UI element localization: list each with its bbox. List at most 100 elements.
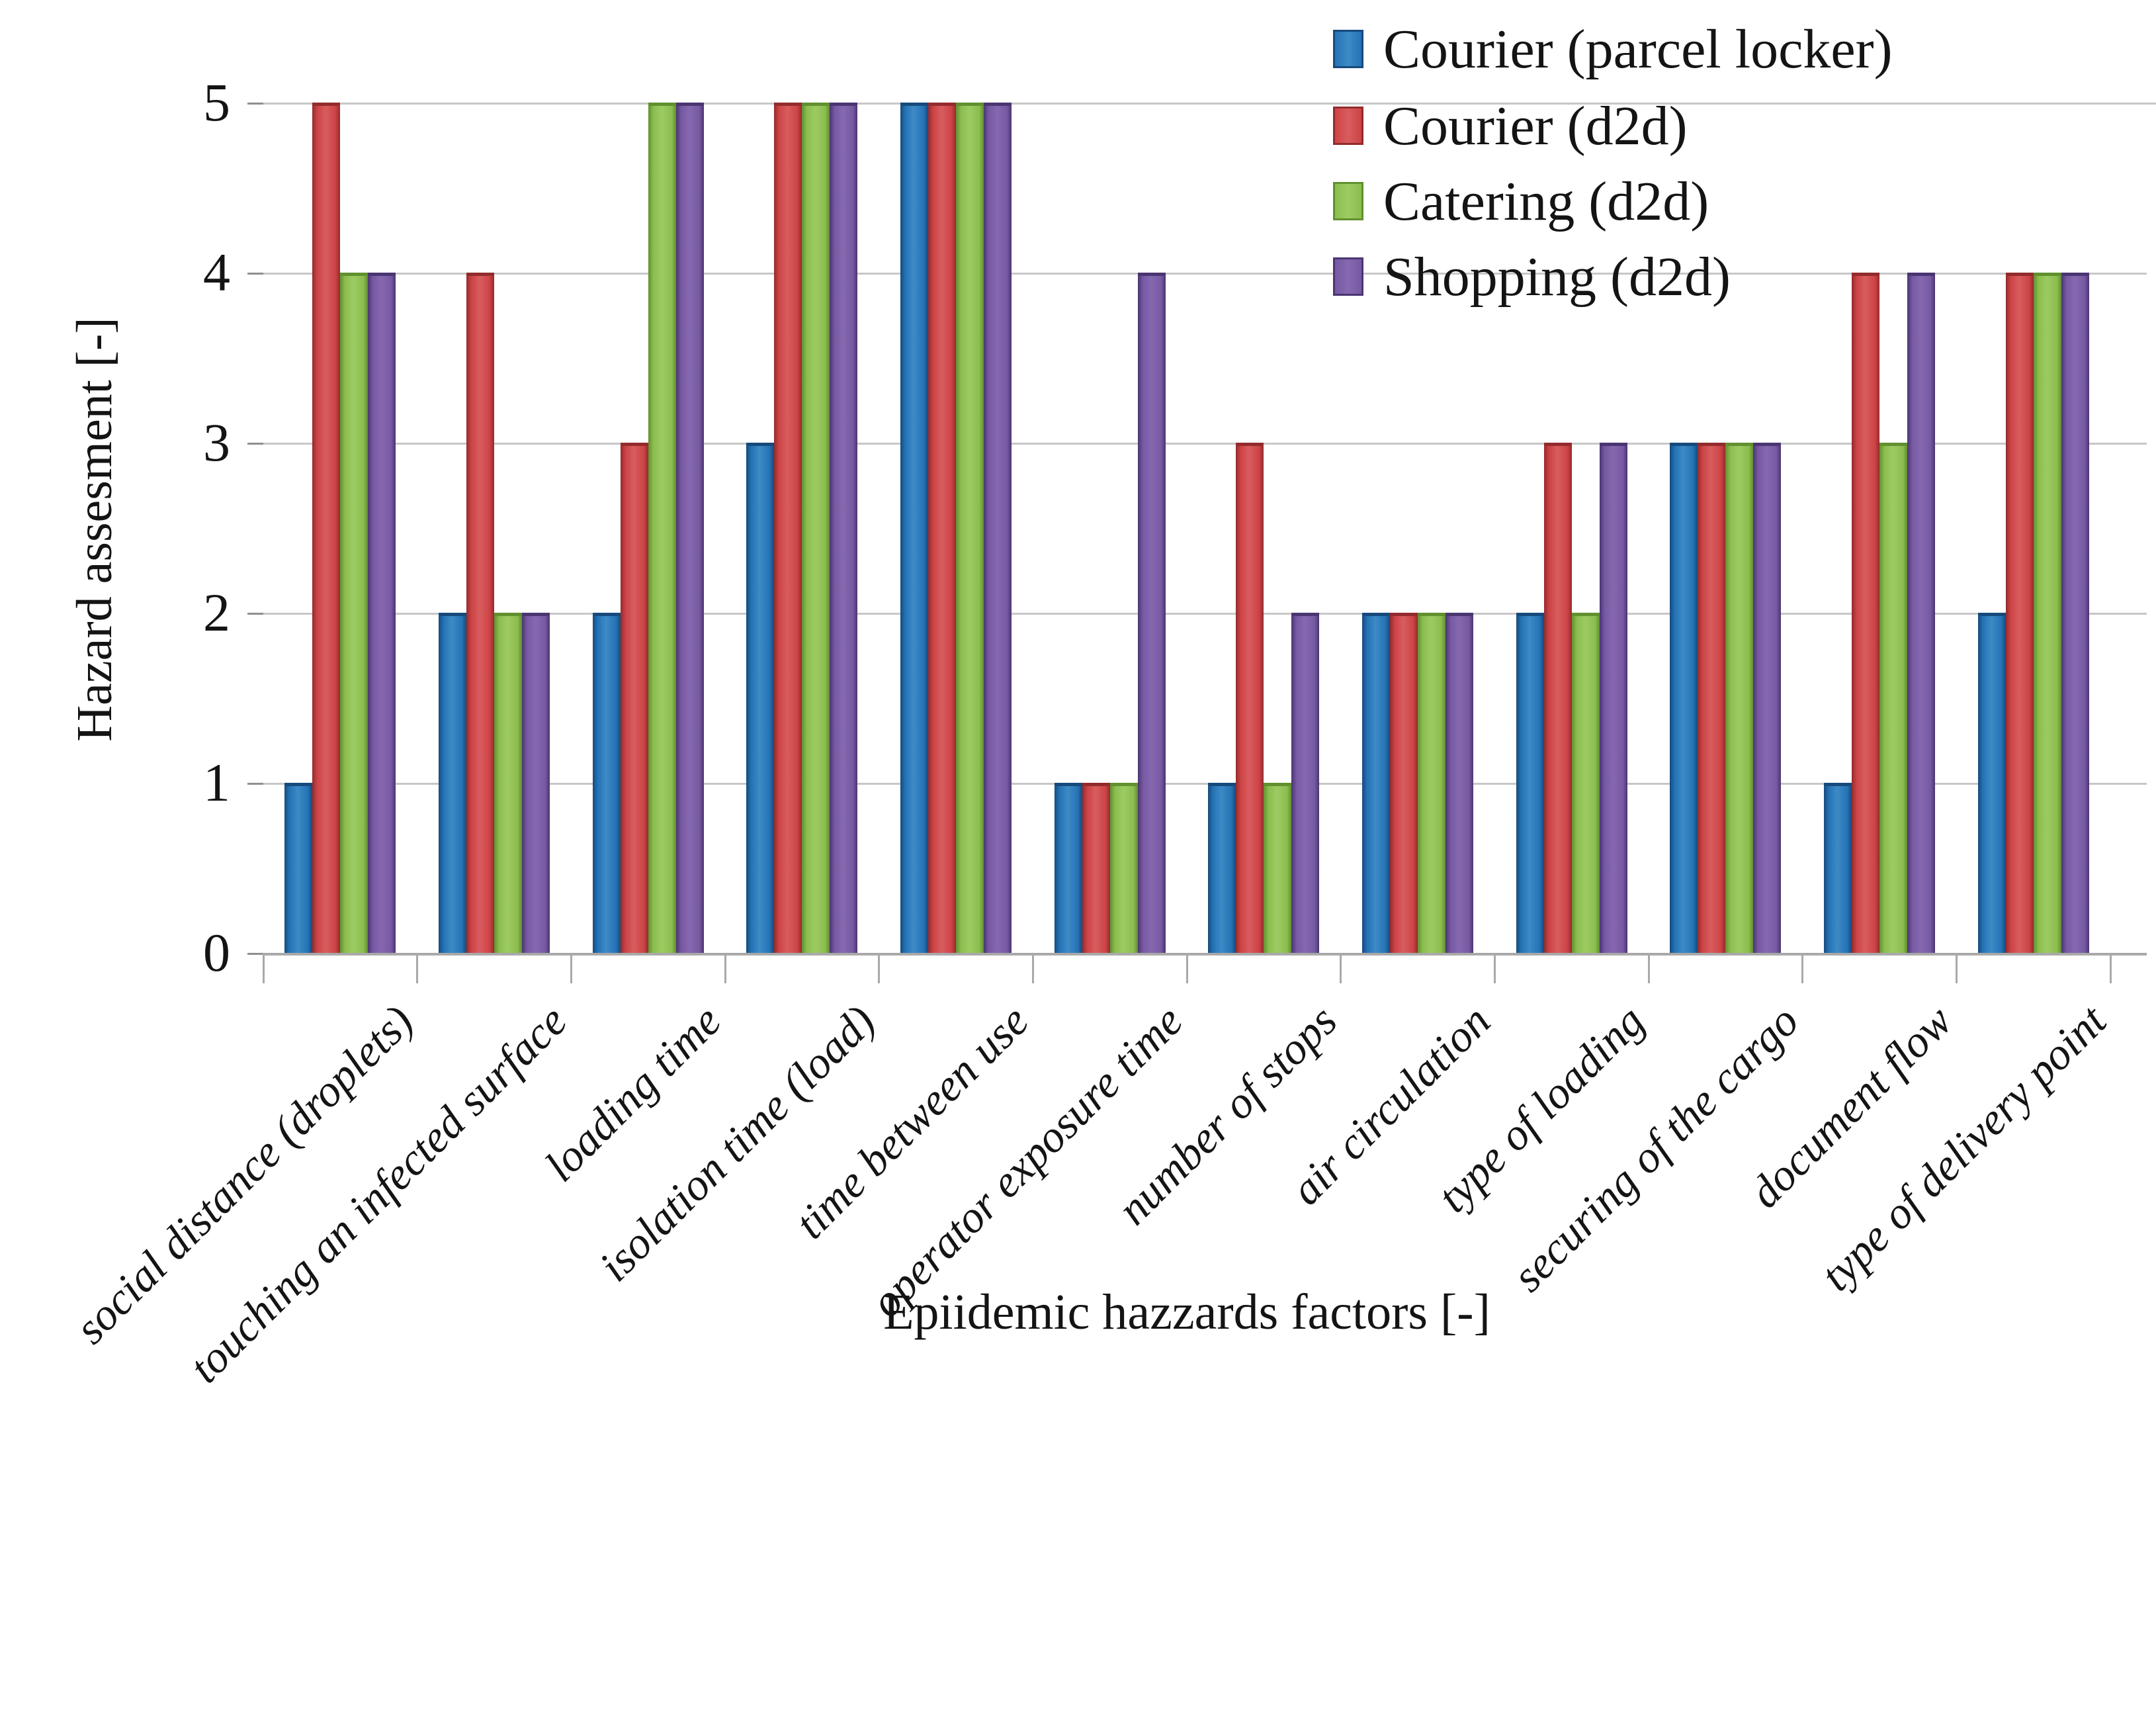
x-tick-mark-5 <box>1031 953 1034 983</box>
x-tick-mark-7 <box>1340 953 1342 983</box>
bar-courier-d2d-7 <box>1236 443 1264 953</box>
legend-swatch-icon <box>1333 107 1363 145</box>
y-tick-mark-4 <box>247 273 263 275</box>
bar-group-12 <box>1956 103 2110 953</box>
bar-catering-d2d-7 <box>1264 783 1292 953</box>
y-tick-mark-1 <box>247 783 263 785</box>
category-label-6: operator exposure time <box>861 995 1193 1327</box>
bar-catering-d2d-12 <box>2033 273 2061 953</box>
y-tick-label-0: 0 <box>203 922 230 983</box>
y-tick-mark-2 <box>247 613 263 615</box>
y-axis-title: Hazard assesment [-] <box>67 317 122 742</box>
x-tick-mark-12 <box>2109 953 2112 983</box>
y-tick-label-4: 4 <box>203 242 230 302</box>
x-tick-mark-9 <box>1647 953 1650 983</box>
y-tick-label-5: 5 <box>203 72 230 132</box>
y-tick-mark-5 <box>247 103 263 105</box>
bar-shopping-d2d-11 <box>1907 273 1935 953</box>
gridline-3 <box>263 443 2147 445</box>
x-tick-mark-3 <box>724 953 726 983</box>
bar-shopping-d2d-5 <box>983 103 1012 953</box>
legend-item-shopping-d2d: Shopping (d2d) <box>1333 245 1731 308</box>
legend-label: Catering (d2d) <box>1383 170 1709 232</box>
legend-swatch-icon <box>1333 257 1363 296</box>
gridline-5 <box>263 103 2156 105</box>
category-label-8: air circulation <box>1281 995 1500 1215</box>
bar-catering-d2d-2 <box>494 613 522 953</box>
bar-shopping-d2d-12 <box>2061 273 2089 953</box>
category-label-4: isolation time (load) <box>589 995 884 1291</box>
bar-catering-d2d-3 <box>648 103 676 953</box>
category-label-9: type of loading <box>1427 995 1655 1222</box>
x-axis-line <box>263 953 2147 955</box>
legend-label: Courier (parcel locker) <box>1383 18 1893 80</box>
legend-item-courier-parcel-locker: Courier (parcel locker) <box>1333 18 1893 80</box>
bar-courier-d2d-6 <box>1082 783 1110 953</box>
bar-catering-d2d-6 <box>1109 783 1138 953</box>
bar-shopping-d2d-4 <box>830 103 858 953</box>
bar-group-7 <box>1187 103 1341 953</box>
bar-group-8 <box>1341 103 1495 953</box>
bar-courier-parcel-locker-1 <box>284 783 313 953</box>
bar-shopping-d2d-3 <box>675 103 704 953</box>
bar-group-6 <box>1033 103 1187 953</box>
bar-courier-parcel-locker-9 <box>1516 613 1544 953</box>
bar-courier-parcel-locker-8 <box>1361 613 1390 953</box>
gridline-2 <box>263 613 2147 615</box>
category-label-7: number of stops <box>1107 995 1346 1235</box>
x-tick-mark-8 <box>1493 953 1496 983</box>
legend-item-catering-d2d: Catering (d2d) <box>1333 171 1709 232</box>
bar-courier-parcel-locker-11 <box>1823 783 1852 953</box>
bar-courier-d2d-5 <box>927 103 956 953</box>
bar-courier-parcel-locker-10 <box>1670 443 1698 953</box>
gridline-1 <box>263 783 2147 785</box>
plot-area <box>247 103 2156 983</box>
bar-courier-parcel-locker-2 <box>438 613 466 953</box>
x-tick-mark-10 <box>1801 953 1804 983</box>
bar-group-11 <box>1803 103 1957 953</box>
x-tick-mark-0 <box>262 953 265 983</box>
legend-label: Shopping (d2d) <box>1383 245 1731 308</box>
bar-catering-d2d-4 <box>802 103 830 953</box>
legend-label: Courier (d2d) <box>1383 95 1688 157</box>
bar-group-9 <box>1494 103 1649 953</box>
bar-courier-parcel-locker-4 <box>746 443 775 953</box>
bar-courier-d2d-3 <box>620 443 648 953</box>
bar-shopping-d2d-1 <box>368 273 396 953</box>
category-label-10: securing of the cargo <box>1502 995 1808 1302</box>
legend-swatch-icon <box>1333 182 1363 220</box>
x-tick-mark-2 <box>570 953 572 983</box>
bar-group-3 <box>571 103 725 953</box>
y-tick-mark-0 <box>247 953 263 955</box>
bar-group-10 <box>1649 103 1803 953</box>
category-label-12: type of delivery point <box>1811 995 2116 1301</box>
bar-courier-parcel-locker-3 <box>592 613 621 953</box>
x-tick-mark-11 <box>1955 953 1958 983</box>
bar-group-5 <box>879 103 1033 953</box>
bar-courier-parcel-locker-5 <box>900 103 928 953</box>
bar-shopping-d2d-9 <box>1599 443 1627 953</box>
y-tick-label-1: 1 <box>203 752 230 813</box>
bar-group-4 <box>725 103 879 953</box>
x-axis-title: Epiidemic hazzards factors [-] <box>883 1284 1490 1340</box>
bar-courier-d2d-12 <box>2005 273 2034 953</box>
category-label-5: time between use <box>785 995 1039 1249</box>
category-label-3: loading time <box>535 995 731 1191</box>
bar-catering-d2d-9 <box>1571 613 1600 953</box>
bar-shopping-d2d-2 <box>521 613 550 953</box>
bar-courier-d2d-11 <box>1851 273 1879 953</box>
bar-catering-d2d-1 <box>340 273 368 953</box>
bar-courier-d2d-8 <box>1389 613 1418 953</box>
bar-courier-d2d-2 <box>466 273 494 953</box>
bar-catering-d2d-10 <box>1725 443 1754 953</box>
y-tick-label-3: 3 <box>203 412 230 472</box>
bar-group-2 <box>417 103 572 953</box>
bar-catering-d2d-11 <box>1879 443 1907 953</box>
legend-item-courier-d2d: Courier (d2d) <box>1333 95 1688 157</box>
bar-courier-parcel-locker-12 <box>1977 613 2006 953</box>
bar-courier-d2d-1 <box>312 103 341 953</box>
bar-shopping-d2d-10 <box>1753 443 1782 953</box>
bar-catering-d2d-8 <box>1417 613 1445 953</box>
bar-shopping-d2d-8 <box>1445 613 1473 953</box>
bar-shopping-d2d-7 <box>1291 613 1320 953</box>
